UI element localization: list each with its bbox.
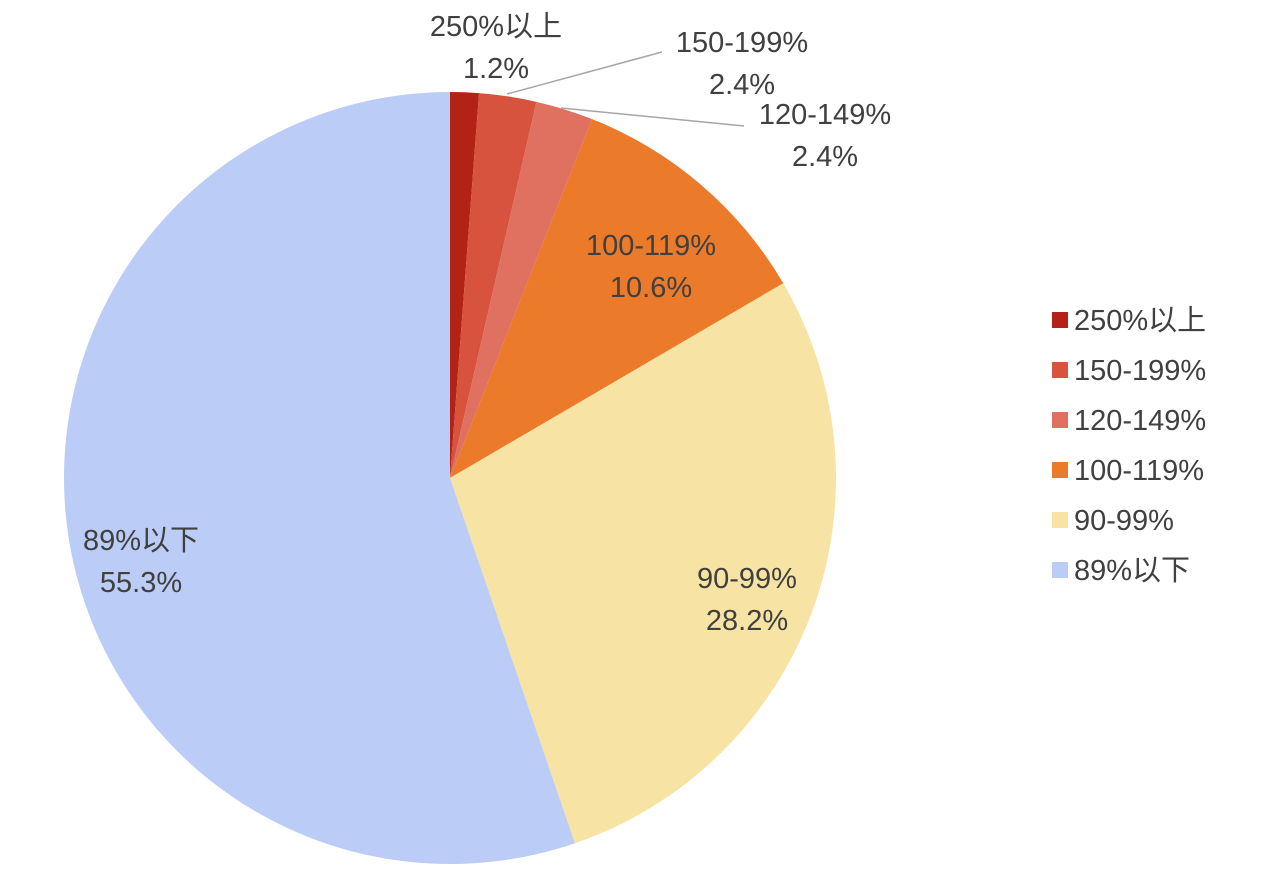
legend: 250%以上 150-199% 120-149% 100-119% 90-99% 89%以…	[1052, 305, 1206, 587]
data-label-category-0: 250%以上	[430, 11, 562, 43]
legend-swatch-2	[1052, 412, 1068, 428]
legend-item-1: 150-199%	[1052, 355, 1206, 387]
legend-item-3: 100-119%	[1052, 455, 1204, 487]
data-label-value-2: 2.4%	[792, 141, 858, 173]
data-label-value-5: 55.3%	[100, 567, 182, 599]
pie-slice-1	[450, 93, 537, 478]
legend-swatch-3	[1052, 462, 1068, 478]
legend-item-2: 120-149%	[1052, 405, 1206, 437]
legend-label-5: 89%以下	[1074, 555, 1190, 587]
leader-line-1	[506, 51, 663, 95]
leader-line-2	[560, 107, 745, 127]
data-labels-layer: 250%以上1.2%150-199%2.4%120-149%2.4%100-11…	[83, 11, 891, 637]
data-label-value-3: 10.6%	[610, 272, 692, 304]
legend-swatch-0	[1052, 312, 1068, 328]
legend-label-0: 250%以上	[1074, 305, 1206, 337]
data-label-category-4: 90-99%	[697, 563, 797, 595]
data-label-category-5: 89%以下	[83, 525, 199, 557]
pie-slice-2	[450, 101, 592, 478]
pie-slice-5	[63, 92, 575, 864]
legend-item-5: 89%以下	[1052, 555, 1190, 587]
data-label-category-1: 150-199%	[676, 27, 808, 59]
legend-swatch-4	[1052, 512, 1068, 528]
legend-swatch-5	[1052, 562, 1068, 578]
legend-item-0: 250%以上	[1052, 305, 1206, 337]
pie-slice-0	[450, 92, 480, 478]
pie-slice-3	[450, 119, 784, 478]
legend-label-4: 90-99%	[1074, 505, 1174, 537]
leader-lines-layer	[506, 51, 745, 127]
legend-swatch-1	[1052, 362, 1068, 378]
data-label-value-1: 2.4%	[709, 69, 775, 101]
data-label-value-4: 28.2%	[706, 605, 788, 637]
data-label-category-2: 120-149%	[759, 99, 891, 131]
legend-label-1: 150-199%	[1074, 355, 1206, 387]
pie-slice-4	[450, 283, 836, 844]
legend-label-2: 120-149%	[1074, 405, 1206, 437]
legend-item-4: 90-99%	[1052, 505, 1174, 537]
data-label-category-3: 100-119%	[586, 230, 716, 262]
slices-layer	[63, 92, 836, 864]
legend-label-3: 100-119%	[1074, 455, 1204, 487]
data-label-value-0: 1.2%	[463, 53, 529, 85]
